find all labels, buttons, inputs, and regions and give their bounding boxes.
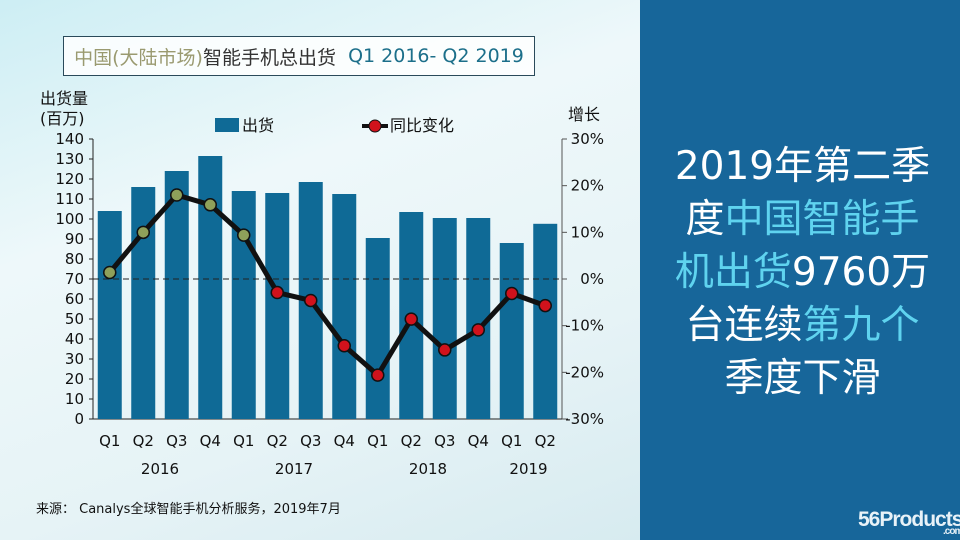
headline-text: 2019年第二季 度中国智能手 机出货9760万 台连续第九个 季度下滑 bbox=[650, 140, 955, 405]
right-tick-label: 20% bbox=[571, 177, 604, 195]
growth-marker bbox=[270, 285, 284, 300]
right-tick-label: -10% bbox=[565, 317, 604, 335]
headline-line: 机出货9760万 bbox=[650, 246, 955, 299]
left-tick-label: 110 bbox=[55, 190, 84, 208]
left-tick-label: 90 bbox=[65, 230, 84, 248]
bar bbox=[332, 194, 357, 419]
left-tick-label: 120 bbox=[55, 170, 84, 188]
growth-marker bbox=[471, 323, 485, 337]
bar bbox=[432, 218, 457, 419]
growth-marker bbox=[438, 343, 452, 357]
x-tick-label: Q4 bbox=[200, 432, 221, 450]
left-tick-label: 0 bbox=[74, 410, 84, 428]
left-tick-label: 80 bbox=[65, 250, 84, 268]
left-tick-label: 10 bbox=[65, 390, 84, 408]
growth-marker bbox=[136, 225, 150, 240]
right-axis-label: 增长 bbox=[568, 105, 600, 124]
x-tick-label: Q4 bbox=[334, 432, 355, 450]
right-tick-label: 30% bbox=[571, 130, 604, 148]
logo: 56Products .com bbox=[858, 508, 960, 537]
bar bbox=[365, 238, 390, 419]
headline-segment: 季度下滑 bbox=[724, 356, 881, 401]
year-label: 2017 bbox=[275, 460, 313, 478]
year-label: 2018 bbox=[409, 460, 447, 478]
left-tick-label: 40 bbox=[65, 330, 84, 348]
right-tick-label: 10% bbox=[571, 223, 604, 241]
growth-marker bbox=[304, 293, 318, 308]
growth-marker bbox=[103, 265, 117, 280]
x-tick-label: Q1 bbox=[99, 432, 120, 450]
left-tick-label: 20 bbox=[65, 370, 84, 388]
left-tick-label: 50 bbox=[65, 310, 84, 328]
growth-marker bbox=[237, 228, 251, 242]
headline-line: 度中国智能手 bbox=[650, 193, 955, 246]
x-tick-label: Q2 bbox=[401, 432, 422, 450]
headline-segment: 台连续 bbox=[685, 303, 803, 348]
headline-segment: 机出货 bbox=[674, 250, 792, 295]
left-tick-label: 130 bbox=[55, 150, 84, 168]
title-part-3: Q1 2016- Q2 2019 bbox=[348, 45, 524, 67]
headline-segment: 2019年第二季 bbox=[674, 144, 931, 189]
right-tick-label: 0% bbox=[580, 270, 604, 288]
legend-line-label: 同比变化 bbox=[390, 116, 454, 135]
growth-marker bbox=[371, 368, 385, 382]
growth-marker bbox=[203, 198, 217, 212]
x-tick-label: Q2 bbox=[267, 432, 288, 450]
x-tick-label: Q2 bbox=[133, 432, 154, 450]
left-axis-label: 出货量 bbox=[40, 89, 88, 108]
x-tick-label: Q1 bbox=[501, 432, 522, 450]
headline-segment: 中国智能手 bbox=[724, 197, 920, 242]
right-tick-label: -30% bbox=[565, 410, 604, 428]
headline-segment: 9760万 bbox=[791, 250, 931, 295]
left-tick-label: 70 bbox=[65, 270, 84, 288]
growth-marker bbox=[538, 298, 552, 313]
chart-title: 中国(大陆市场) 智能手机总出货 Q1 2016- Q2 2019 bbox=[63, 36, 535, 76]
left-tick-label: 30 bbox=[65, 350, 84, 368]
x-tick-label: Q3 bbox=[166, 432, 187, 450]
headline-line: 2019年第二季 bbox=[650, 140, 955, 193]
legend-marker bbox=[368, 119, 382, 133]
left-tick-label: 140 bbox=[55, 130, 84, 148]
growth-marker bbox=[404, 312, 418, 326]
growth-marker bbox=[170, 188, 184, 202]
left-axis-label: (百万) bbox=[40, 109, 85, 128]
x-tick-label: Q4 bbox=[468, 432, 489, 450]
bar bbox=[198, 156, 223, 419]
x-tick-label: Q1 bbox=[233, 432, 254, 450]
growth-marker bbox=[505, 286, 519, 301]
source-note: 来源： Canalys全球智能手机分析服务，2019年7月 bbox=[36, 502, 341, 517]
title-part-2: 智能手机总出货 bbox=[202, 46, 336, 69]
headline-segment: 第九个 bbox=[802, 303, 920, 348]
x-tick-label: Q1 bbox=[367, 432, 388, 450]
headline-segment: 度 bbox=[685, 197, 725, 242]
left-tick-label: 60 bbox=[65, 290, 84, 308]
x-tick-label: Q3 bbox=[300, 432, 321, 450]
legend-bar-label: 出货 bbox=[242, 116, 274, 135]
bar bbox=[499, 243, 524, 419]
growth-marker bbox=[337, 338, 351, 353]
bar bbox=[265, 193, 290, 419]
headline-line: 季度下滑 bbox=[650, 352, 955, 405]
combo-chart: 0 10 20 30 40 50 60 70 80 90 100 110 120 130 140 -30% -2… bbox=[40, 89, 604, 478]
year-label: 2019 bbox=[509, 460, 547, 478]
right-tick-label: -20% bbox=[565, 363, 604, 381]
year-label: 2016 bbox=[141, 460, 179, 478]
x-tick-label: Q2 bbox=[535, 432, 556, 450]
headline-panel bbox=[640, 0, 960, 540]
left-tick-label: 100 bbox=[55, 210, 84, 228]
x-tick-label: Q3 bbox=[434, 432, 455, 450]
bar bbox=[164, 171, 189, 419]
bar bbox=[97, 211, 122, 419]
bar bbox=[533, 223, 558, 419]
legend-bar-swatch bbox=[215, 118, 239, 132]
title-part-1: 中国(大陆市场) bbox=[74, 46, 203, 69]
headline-line: 台连续第九个 bbox=[650, 299, 955, 352]
